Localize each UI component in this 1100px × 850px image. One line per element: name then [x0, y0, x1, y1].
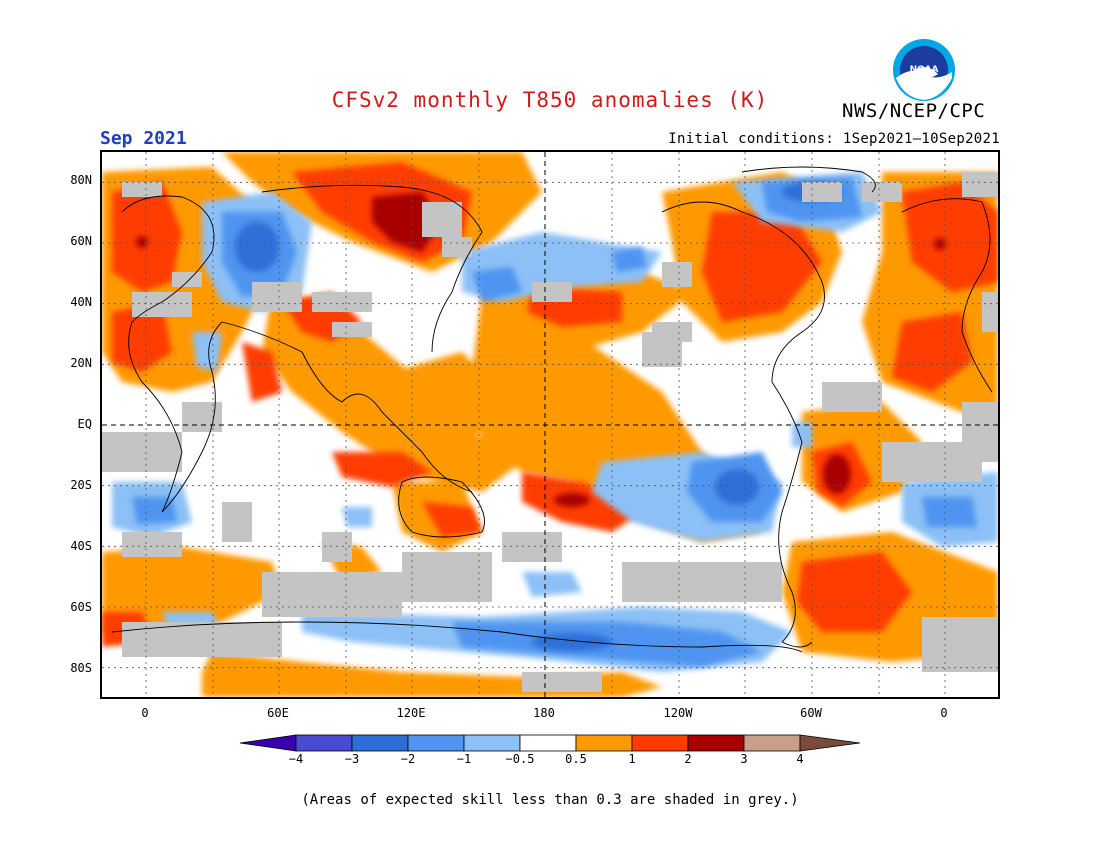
color-bar-label: −4: [288, 752, 304, 766]
lat-label: 60N: [70, 234, 92, 248]
color-bar-cell: [407, 734, 465, 752]
lon-label: 60W: [800, 706, 822, 720]
color-bar-cell: [295, 734, 353, 752]
lat-label: 20N: [70, 356, 92, 370]
lon-label: 120W: [663, 706, 693, 720]
lon-label: 0: [141, 706, 149, 720]
color-bar-arrow-right: [799, 734, 861, 752]
color-bar-cell: [631, 734, 689, 752]
color-bar-label: −3: [344, 752, 360, 766]
agency-label: NWS/NCEP/CPC: [842, 100, 986, 122]
lat-label: 20S: [70, 478, 92, 492]
color-bar-label: 4: [796, 752, 804, 766]
noaa-logo: NOAA: [893, 39, 955, 101]
color-bar-cell: [463, 734, 521, 752]
color-bar: [240, 734, 861, 752]
color-bar-label: 2: [684, 752, 692, 766]
color-bar-label: 3: [740, 752, 748, 766]
lon-label: 180: [533, 706, 555, 720]
anomaly-map: [100, 150, 1000, 699]
reference-lines: [102, 152, 998, 697]
lat-label: 60S: [70, 600, 92, 614]
color-bar-arrow-left: [240, 734, 297, 752]
lat-label: 80N: [70, 173, 92, 187]
lat-label: 40N: [70, 295, 92, 309]
low-skill-grey-areas: [102, 172, 998, 692]
color-bar-label: −0.5: [505, 752, 535, 766]
color-bar-label: 1: [628, 752, 636, 766]
svg-text:NOAA: NOAA: [910, 65, 939, 75]
color-bar-cell: [575, 734, 633, 752]
chart-title: CFSv2 monthly T850 anomalies (K): [331, 88, 769, 112]
color-bar-label: −2: [400, 752, 416, 766]
lon-label: 120E: [396, 706, 426, 720]
color-bar-label: 0.5: [565, 752, 587, 766]
lon-label: 0: [940, 706, 948, 720]
forecast-month: Sep 2021: [100, 128, 187, 149]
color-bar-cell: [351, 734, 409, 752]
anomaly-map-svg: [102, 152, 998, 697]
lat-label: 40S: [70, 539, 92, 553]
lon-label: 60E: [267, 706, 289, 720]
color-bar-cell: [743, 734, 801, 752]
color-bar-label: −1: [456, 752, 472, 766]
lat-label: EQ: [77, 417, 92, 431]
lat-label: 80S: [70, 661, 92, 675]
color-bar-cell: [519, 734, 577, 752]
color-bar-cell: [687, 734, 745, 752]
gridlines: [102, 152, 998, 697]
initial-conditions: Initial conditions: 1Sep2021—10Sep2021: [668, 131, 1000, 147]
coastlines: [111, 166, 993, 653]
footnote: (Areas of expected skill less than 0.3 a…: [301, 792, 799, 808]
